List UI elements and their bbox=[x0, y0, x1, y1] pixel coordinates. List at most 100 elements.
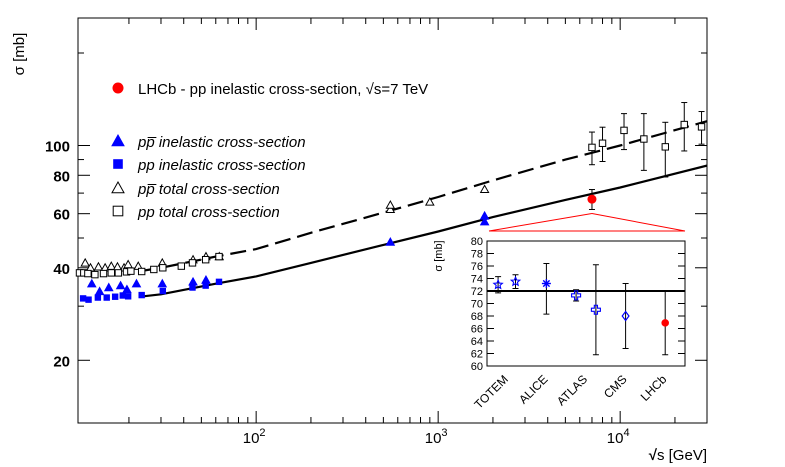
inset-data-point bbox=[541, 279, 551, 288]
legend-marker bbox=[112, 82, 124, 94]
legend-marker bbox=[111, 180, 125, 194]
x-tick-label: 103 bbox=[425, 427, 448, 447]
legend-label: pp̅ total cross-section bbox=[137, 181, 280, 198]
inset-y-tick-label: 72 bbox=[471, 286, 483, 298]
inset-y-tick-label: 64 bbox=[471, 336, 483, 348]
inset-y-tick-label: 66 bbox=[471, 324, 483, 336]
data-point bbox=[114, 269, 123, 277]
data-point bbox=[588, 143, 596, 152]
data-point bbox=[479, 184, 490, 194]
data-point bbox=[697, 123, 706, 131]
data-point bbox=[598, 139, 607, 147]
inset-data-point bbox=[492, 278, 504, 290]
x-tick-label: 102 bbox=[243, 427, 266, 447]
inset-zoom-indicator bbox=[488, 213, 686, 232]
legend: LHCb - pp inelastic cross-section, √s=7 … bbox=[111, 81, 428, 221]
inset-y-tick-label: 78 bbox=[471, 249, 483, 261]
data-point bbox=[385, 237, 396, 246]
inset-data-point bbox=[621, 310, 630, 322]
inset-y-tick-label: 60 bbox=[471, 361, 483, 373]
data-point bbox=[159, 287, 167, 295]
inset-frame bbox=[486, 240, 686, 367]
legend-marker bbox=[111, 133, 125, 147]
inset-category-label: ATLAS bbox=[554, 372, 590, 408]
x-tick-label: 104 bbox=[607, 427, 630, 447]
sqrt-symbol: √ bbox=[649, 447, 658, 464]
data-point bbox=[123, 259, 133, 269]
data-point bbox=[79, 295, 87, 302]
data-point bbox=[424, 196, 435, 206]
data-point bbox=[94, 294, 102, 301]
inset-y-tick-label: 62 bbox=[471, 349, 483, 361]
data-point bbox=[86, 278, 97, 288]
inset-data-point bbox=[509, 275, 522, 287]
plot-frame bbox=[77, 17, 708, 424]
x-tick-exponent: 2 bbox=[259, 427, 265, 439]
data-point bbox=[479, 210, 490, 220]
data-point bbox=[103, 282, 114, 292]
data-point bbox=[680, 120, 688, 129]
data-point bbox=[124, 293, 132, 300]
data-point bbox=[640, 135, 648, 143]
data-point bbox=[215, 278, 223, 286]
zoom-line bbox=[488, 213, 593, 232]
legend-label: LHCb - pp inelastic cross-section, √s=7 … bbox=[138, 81, 428, 98]
data-point bbox=[80, 257, 91, 267]
data-point bbox=[661, 143, 669, 151]
x-axis-title: √s [GeV] bbox=[649, 447, 707, 464]
inset-category-label: ALICE bbox=[516, 372, 550, 406]
legend-marker bbox=[112, 205, 124, 217]
inset-y-tick-label: 68 bbox=[471, 311, 483, 323]
y-tick-label: 100 bbox=[45, 139, 70, 156]
legend-label: pp̅ inelastic cross-section bbox=[137, 134, 306, 151]
data-point bbox=[103, 294, 110, 301]
data-point bbox=[385, 204, 396, 214]
inset-y-tick-label: 70 bbox=[471, 299, 483, 311]
fit-curves bbox=[139, 120, 707, 298]
data-point bbox=[93, 261, 104, 271]
data-point bbox=[157, 278, 168, 288]
y-axis-title: σ [mb] bbox=[11, 33, 28, 76]
x-tick-base: 10 bbox=[425, 430, 442, 447]
data-point bbox=[119, 292, 126, 299]
legend-label: pp total cross-section bbox=[137, 204, 280, 221]
data-point bbox=[479, 216, 490, 226]
data-point bbox=[111, 293, 119, 300]
legend-label: pp inelastic cross-section bbox=[137, 157, 306, 174]
data-point bbox=[115, 280, 126, 290]
x-tick-base: 10 bbox=[607, 430, 624, 447]
inset-data-point bbox=[590, 304, 601, 315]
zoom-line bbox=[591, 213, 686, 232]
inset-y-axis-title: σ [mb] bbox=[433, 240, 445, 271]
inset-data-point bbox=[661, 319, 669, 327]
data-point bbox=[84, 269, 92, 278]
data-point bbox=[188, 276, 198, 286]
data-point bbox=[99, 269, 108, 278]
data-point bbox=[122, 284, 132, 294]
inset-y-tick-label: 76 bbox=[471, 261, 483, 273]
legend-marker bbox=[113, 159, 123, 169]
data-point bbox=[188, 259, 197, 267]
inset-category-label: TOTEM bbox=[471, 372, 510, 411]
data-point bbox=[201, 274, 211, 284]
data-point bbox=[107, 269, 115, 277]
data-point bbox=[587, 194, 597, 204]
asterisk-stroke bbox=[542, 279, 551, 288]
inelastic-fit-curve bbox=[139, 164, 707, 298]
data-point bbox=[137, 267, 146, 276]
inset-data-point bbox=[571, 290, 582, 301]
data-point bbox=[177, 262, 186, 270]
data-point bbox=[201, 255, 210, 264]
data-point bbox=[112, 261, 123, 271]
data-point bbox=[385, 200, 396, 209]
data-point bbox=[91, 270, 99, 279]
x-tick-base: 10 bbox=[243, 430, 260, 447]
data-point bbox=[620, 126, 628, 135]
data-point bbox=[159, 264, 167, 272]
y-tick-label: 20 bbox=[53, 353, 70, 370]
y-tick-label: 40 bbox=[53, 261, 70, 278]
data-point bbox=[94, 286, 105, 296]
data-point bbox=[127, 267, 135, 275]
